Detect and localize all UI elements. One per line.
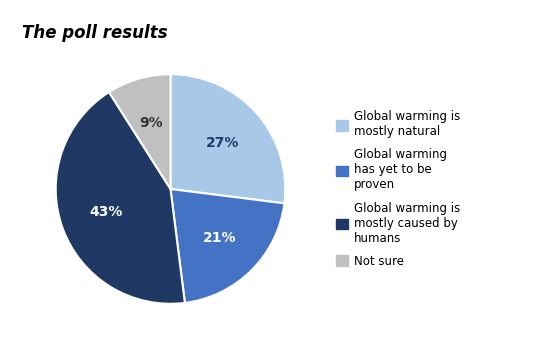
Text: 9%: 9% (140, 116, 163, 130)
Text: 43%: 43% (89, 205, 123, 219)
Wedge shape (56, 92, 185, 304)
Wedge shape (170, 74, 285, 203)
Wedge shape (109, 74, 170, 189)
Legend: Global warming is
mostly natural, Global warming
has yet to be
proven, Global wa: Global warming is mostly natural, Global… (336, 111, 460, 267)
Text: 21%: 21% (202, 231, 236, 245)
Text: 27%: 27% (206, 136, 239, 150)
Wedge shape (170, 189, 284, 303)
Text: The poll results: The poll results (22, 25, 168, 42)
